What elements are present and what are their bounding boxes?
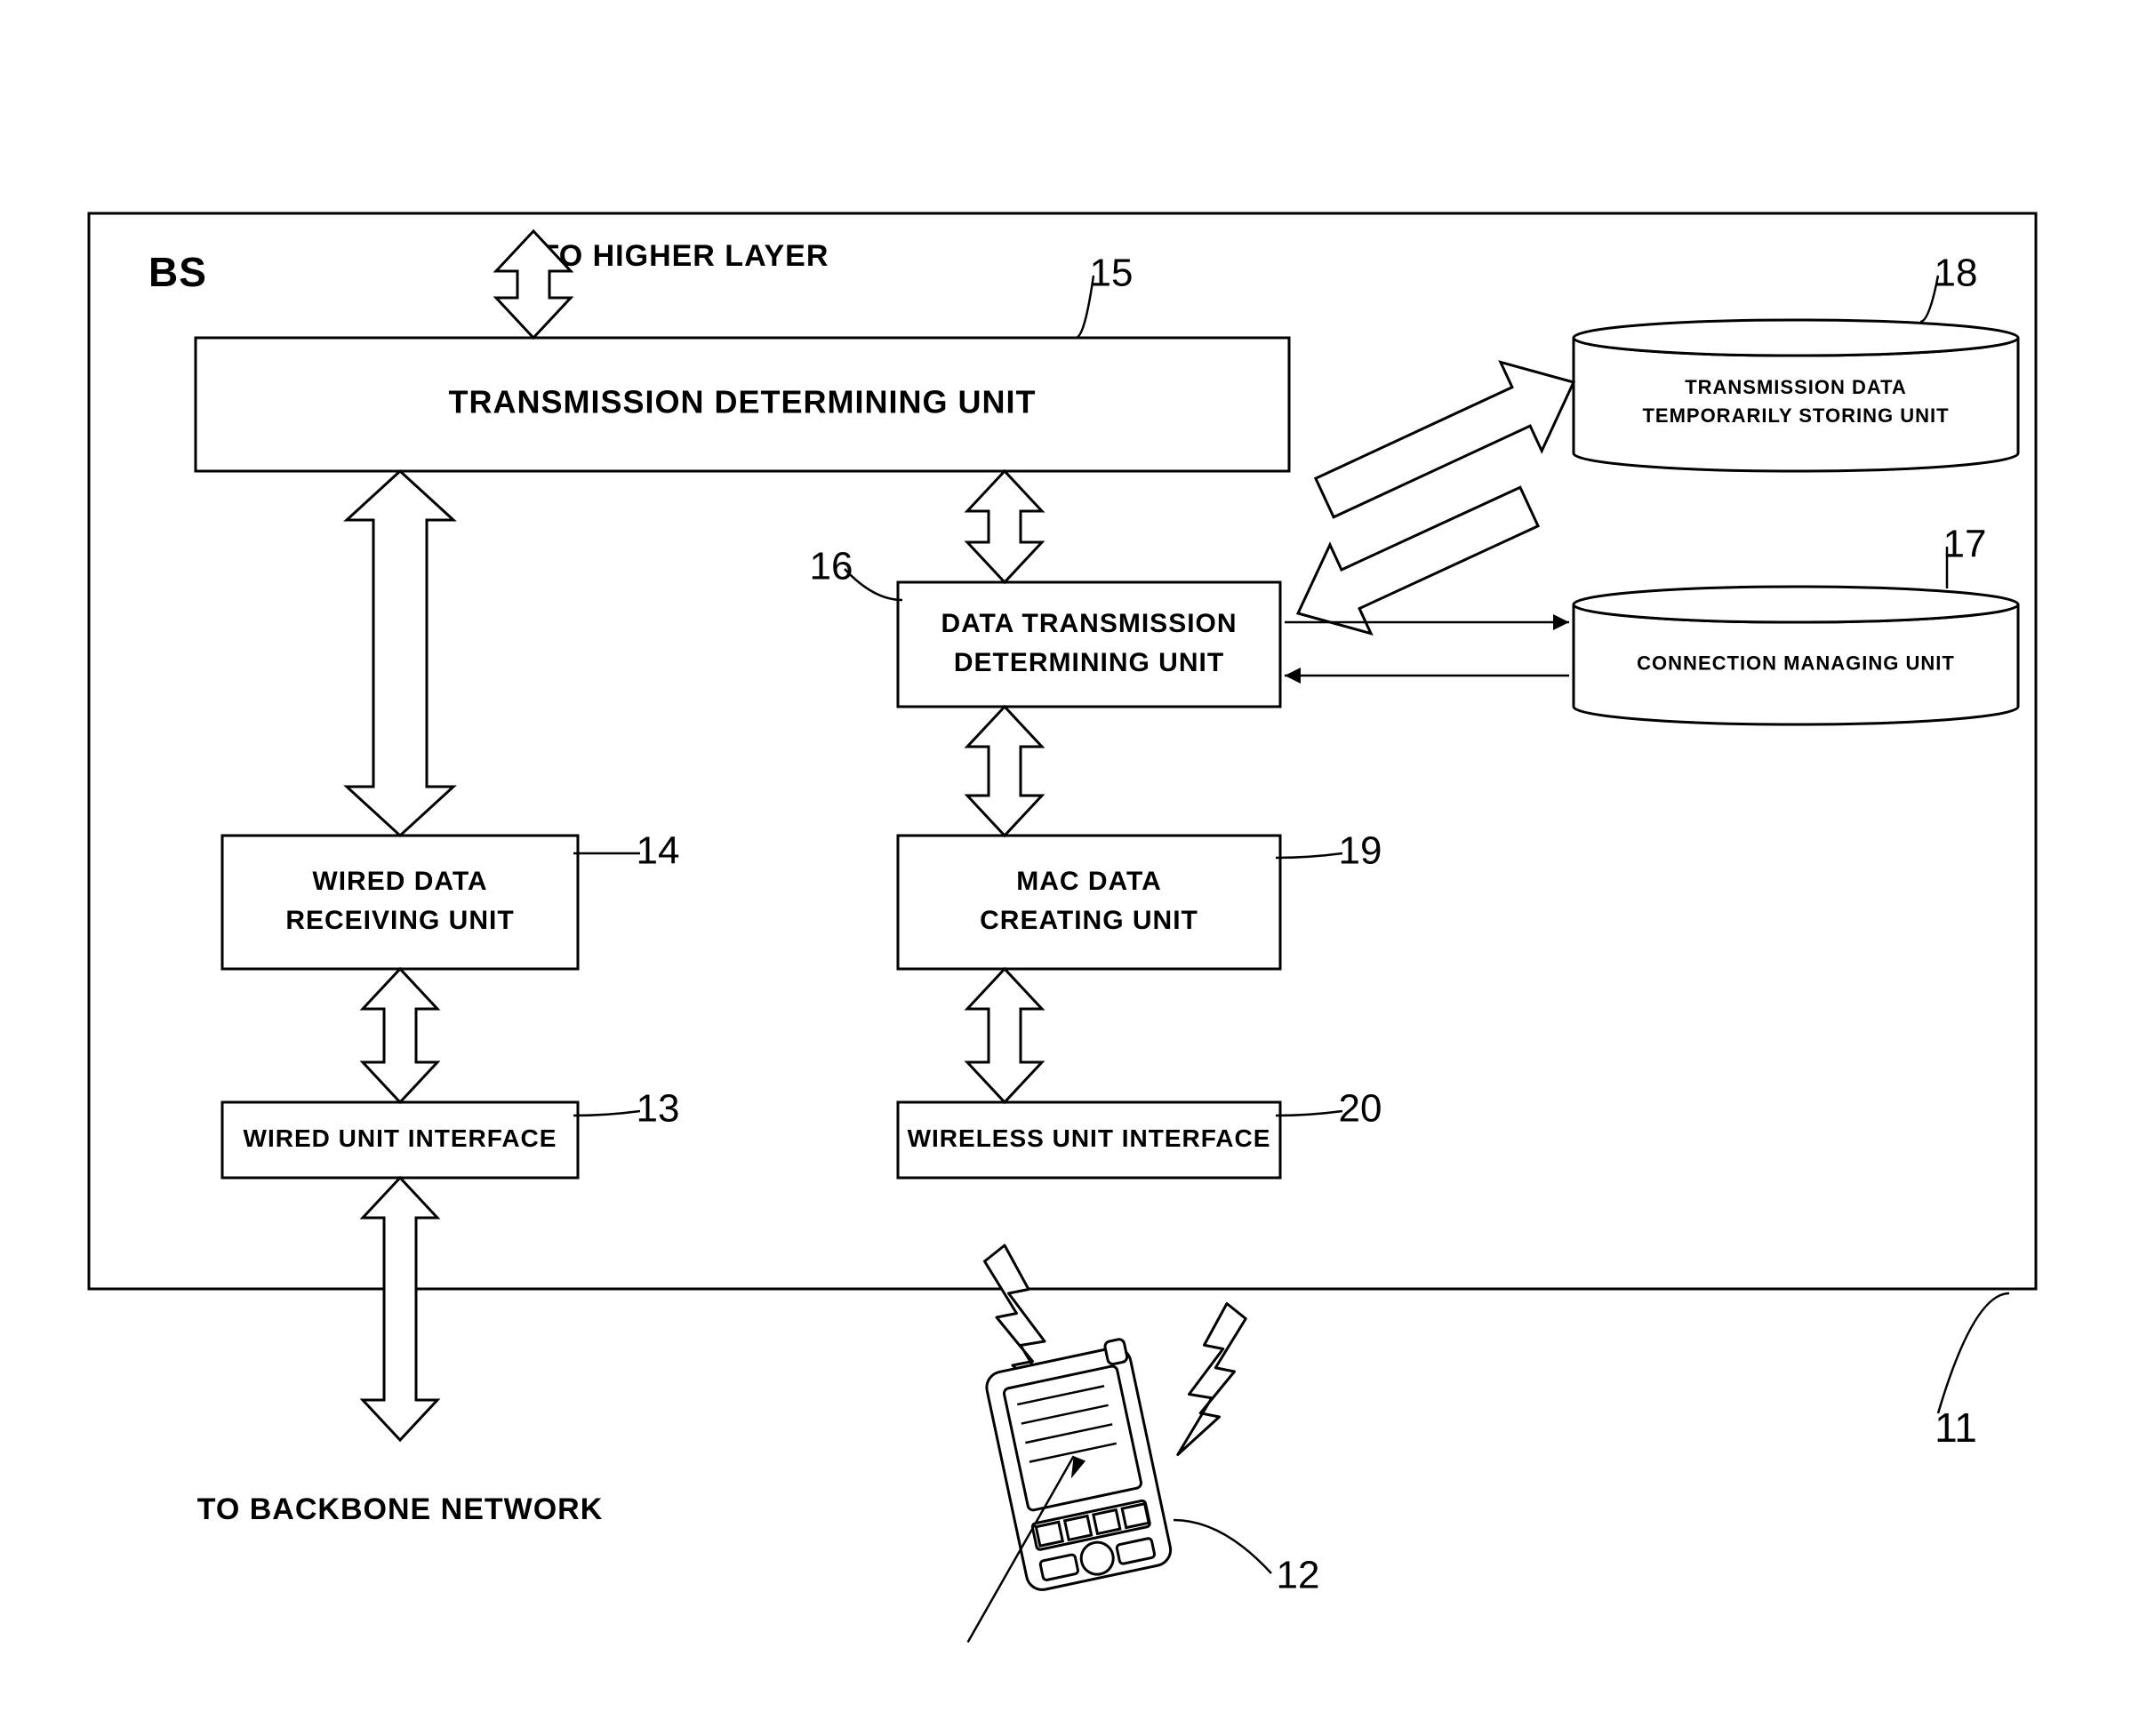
svg-text:WIRED DATA: WIRED DATA <box>312 867 487 896</box>
svg-text:13: 13 <box>637 1087 680 1131</box>
svg-text:TEMPORARILY STORING UNIT: TEMPORARILY STORING UNIT <box>1642 404 1949 427</box>
svg-text:16: 16 <box>810 545 853 588</box>
svg-text:CONNECTION MANAGING UNIT: CONNECTION MANAGING UNIT <box>1637 652 1955 674</box>
svg-text:DETERMINING UNIT: DETERMINING UNIT <box>954 648 1224 677</box>
svg-text:17: 17 <box>1943 523 1987 566</box>
svg-text:RECEIVING UNIT: RECEIVING UNIT <box>285 906 514 935</box>
svg-text:TO BACKBONE NETWORK: TO BACKBONE NETWORK <box>197 1492 604 1526</box>
svg-text:WIRELESS UNIT INTERFACE: WIRELESS UNIT INTERFACE <box>908 1124 1271 1152</box>
svg-text:15: 15 <box>1090 252 1134 295</box>
svg-text:14: 14 <box>637 829 680 873</box>
svg-text:11: 11 <box>1935 1404 1977 1451</box>
svg-text:19: 19 <box>1339 829 1382 873</box>
svg-text:WIRED UNIT INTERFACE: WIRED UNIT INTERFACE <box>244 1124 557 1152</box>
svg-text:MAC DATA: MAC DATA <box>1016 867 1162 896</box>
svg-text:DATA TRANSMISSION: DATA TRANSMISSION <box>941 609 1237 638</box>
svg-text:TRANSMISSION DATA: TRANSMISSION DATA <box>1685 376 1907 398</box>
svg-text:TRANSMISSION DETERMINING UNIT: TRANSMISSION DETERMINING UNIT <box>448 384 1036 420</box>
svg-text:18: 18 <box>1935 252 1978 295</box>
svg-text:BS: BS <box>148 249 207 295</box>
svg-text:12: 12 <box>1277 1554 1320 1597</box>
svg-text:20: 20 <box>1339 1087 1382 1131</box>
svg-text:CREATING UNIT: CREATING UNIT <box>980 906 1198 935</box>
svg-text:TO HIGHER LAYER: TO HIGHER LAYER <box>541 239 829 273</box>
